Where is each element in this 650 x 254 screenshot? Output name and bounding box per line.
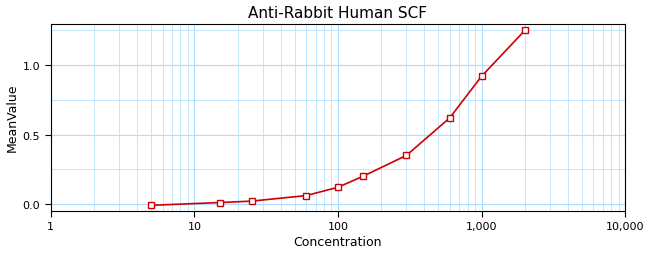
Y-axis label: MeanValue: MeanValue <box>6 84 19 152</box>
Title: Anti-Rabbit Human SCF: Anti-Rabbit Human SCF <box>248 6 428 21</box>
X-axis label: Concentration: Concentration <box>294 235 382 248</box>
